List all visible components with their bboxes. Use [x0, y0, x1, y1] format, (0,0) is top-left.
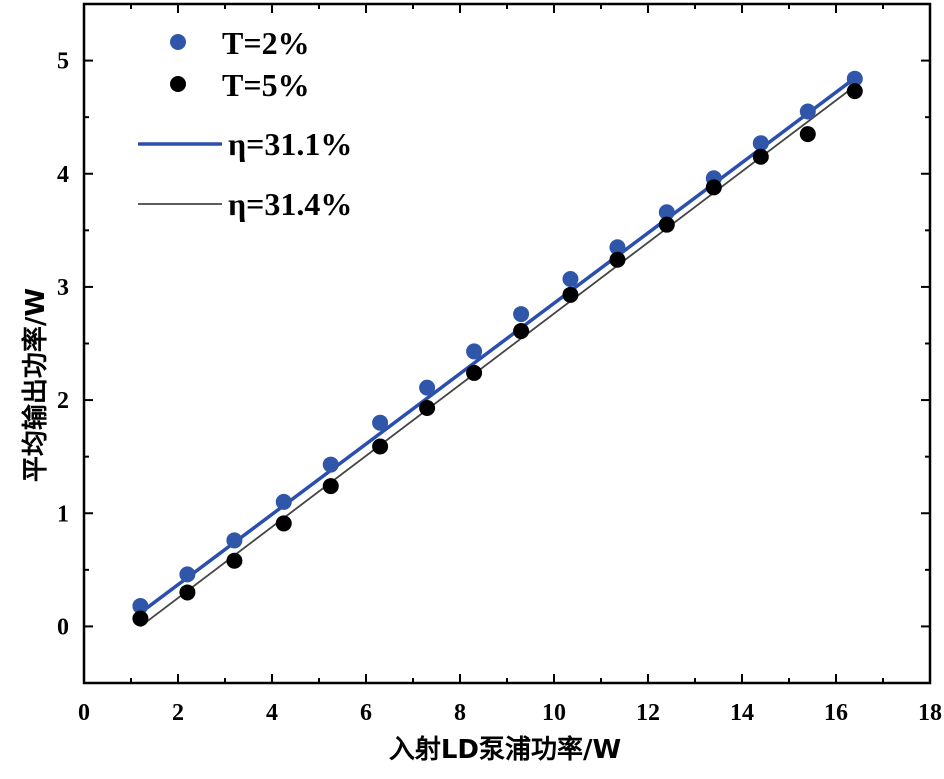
- data-point-series-1: [372, 438, 389, 455]
- legend: T=2% T=5% η=31.1% η=31.4%: [138, 25, 352, 222]
- y-tick-label: 1: [57, 501, 69, 527]
- data-point-series-1: [179, 584, 196, 601]
- x-axis-title: 入射LD泵浦功率/W: [389, 734, 621, 765]
- data-point-series-1: [466, 364, 483, 381]
- data-point-series-0: [799, 103, 816, 120]
- data-point-series-1: [226, 552, 243, 569]
- data-point-series-0: [466, 343, 483, 360]
- data-point-series-1: [705, 179, 722, 196]
- legend-label-series-3: η=31.4%: [228, 186, 352, 222]
- y-tick-label: 2: [57, 388, 69, 414]
- data-points: [132, 70, 863, 627]
- data-point-series-0: [322, 456, 339, 473]
- x-tick-label: 10: [542, 700, 566, 726]
- data-point-series-1: [275, 515, 292, 532]
- data-point-series-1: [752, 148, 769, 165]
- data-point-series-0: [132, 598, 149, 615]
- x-tick-label: 2: [172, 700, 184, 726]
- y-tick-label: 0: [57, 614, 69, 640]
- data-point-series-1: [513, 323, 530, 340]
- data-point-series-1: [322, 478, 339, 495]
- fit-line-series-2: [139, 75, 859, 615]
- data-point-series-1: [846, 83, 863, 100]
- x-tick-label: 8: [454, 700, 466, 726]
- data-point-series-1: [419, 400, 436, 417]
- y-tick-label: 4: [57, 162, 69, 188]
- data-point-series-1: [609, 251, 626, 268]
- data-point-series-1: [658, 216, 675, 233]
- data-point-series-0: [752, 135, 769, 152]
- legend-label-series-2: η=31.1%: [228, 126, 352, 162]
- fit-line-series-3: [139, 83, 858, 628]
- data-point-series-0: [658, 204, 675, 221]
- data-point-series-0: [372, 414, 389, 431]
- legend-marker-series-1: [170, 76, 186, 92]
- x-tick-label: 6: [360, 700, 372, 726]
- x-tick-label: 14: [730, 700, 754, 726]
- data-point-series-1: [799, 126, 816, 143]
- data-point-series-1: [132, 610, 149, 627]
- y-tick-label: 5: [57, 49, 69, 75]
- y-tick-label: 3: [57, 275, 69, 301]
- legend-label-series-0: T=2%: [222, 25, 310, 61]
- data-point-series-0: [846, 70, 863, 87]
- x-tick-label: 18: [918, 700, 942, 726]
- x-tick-label: 16: [824, 700, 848, 726]
- legend-label-series-1: T=5%: [222, 67, 310, 103]
- data-point-series-0: [275, 493, 292, 510]
- data-point-series-0: [562, 270, 579, 287]
- data-point-series-0: [609, 239, 626, 256]
- x-tick-label: 4: [266, 700, 278, 726]
- data-point-series-0: [419, 379, 436, 396]
- fit-lines: [139, 75, 859, 628]
- data-point-series-0: [179, 566, 196, 583]
- x-tick-label: 0: [78, 700, 90, 726]
- data-point-series-1: [562, 286, 579, 303]
- x-tick-label: 12: [636, 700, 660, 726]
- y-axis-title: 平均输出功率/W: [20, 288, 51, 482]
- legend-marker-series-0: [170, 34, 186, 50]
- data-point-series-0: [226, 532, 243, 549]
- data-point-series-0: [513, 306, 530, 323]
